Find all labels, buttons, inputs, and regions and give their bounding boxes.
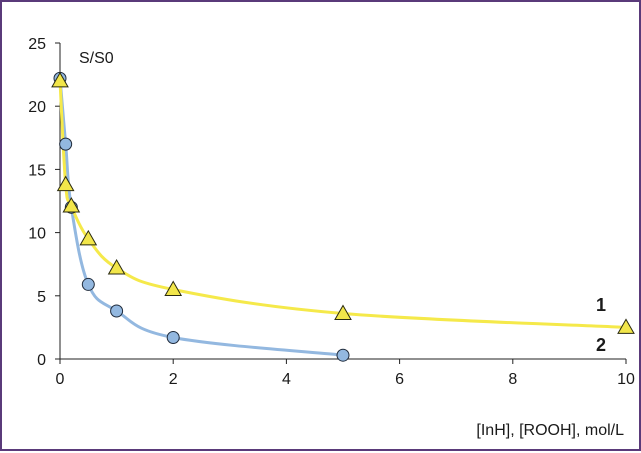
series-line-2 <box>58 78 344 357</box>
y-tick-label: 25 <box>28 36 46 53</box>
y-tick-label: 5 <box>37 289 46 306</box>
y-tick-label: 20 <box>28 99 46 116</box>
x-tick-label: 6 <box>395 371 404 388</box>
series-1-point <box>79 229 98 246</box>
series-markers <box>51 71 635 362</box>
series-1-point <box>62 197 81 213</box>
x-tick-label: 10 <box>617 371 635 388</box>
series-1-point <box>164 280 183 296</box>
series-1-point <box>107 258 126 275</box>
series-label-2: 2 <box>596 335 606 355</box>
series-label-1: 1 <box>596 295 606 315</box>
x-tick-label: 2 <box>169 371 178 388</box>
series-2-point <box>166 331 180 345</box>
series-2-point <box>110 304 124 318</box>
series-1-point <box>617 318 635 334</box>
x-tick-label: 0 <box>56 371 65 388</box>
y-tick-label: 0 <box>37 352 46 369</box>
y-tick-label: 15 <box>28 162 46 179</box>
y-axis-label: S/S0 <box>79 50 114 67</box>
series-1-point <box>334 304 352 320</box>
series-1-point <box>56 175 75 192</box>
series-2-point <box>59 137 73 151</box>
y-tick-label: 10 <box>28 226 46 243</box>
chart-axes: 0 5 10 15 20 25 0 2 4 6 8 10 <box>28 36 635 388</box>
x-tick-label: 4 <box>282 371 291 388</box>
x-axis-label: [InH], [ROOH], mol/L <box>476 422 624 439</box>
series-2-point <box>336 348 350 362</box>
series-1-point <box>51 71 69 88</box>
chart-labels: S/S0 [InH], [ROOH], mol/L 1 2 <box>79 50 624 439</box>
series-line-1 <box>58 80 627 329</box>
x-tick-label: 8 <box>508 371 517 388</box>
series-2-point <box>81 277 95 291</box>
